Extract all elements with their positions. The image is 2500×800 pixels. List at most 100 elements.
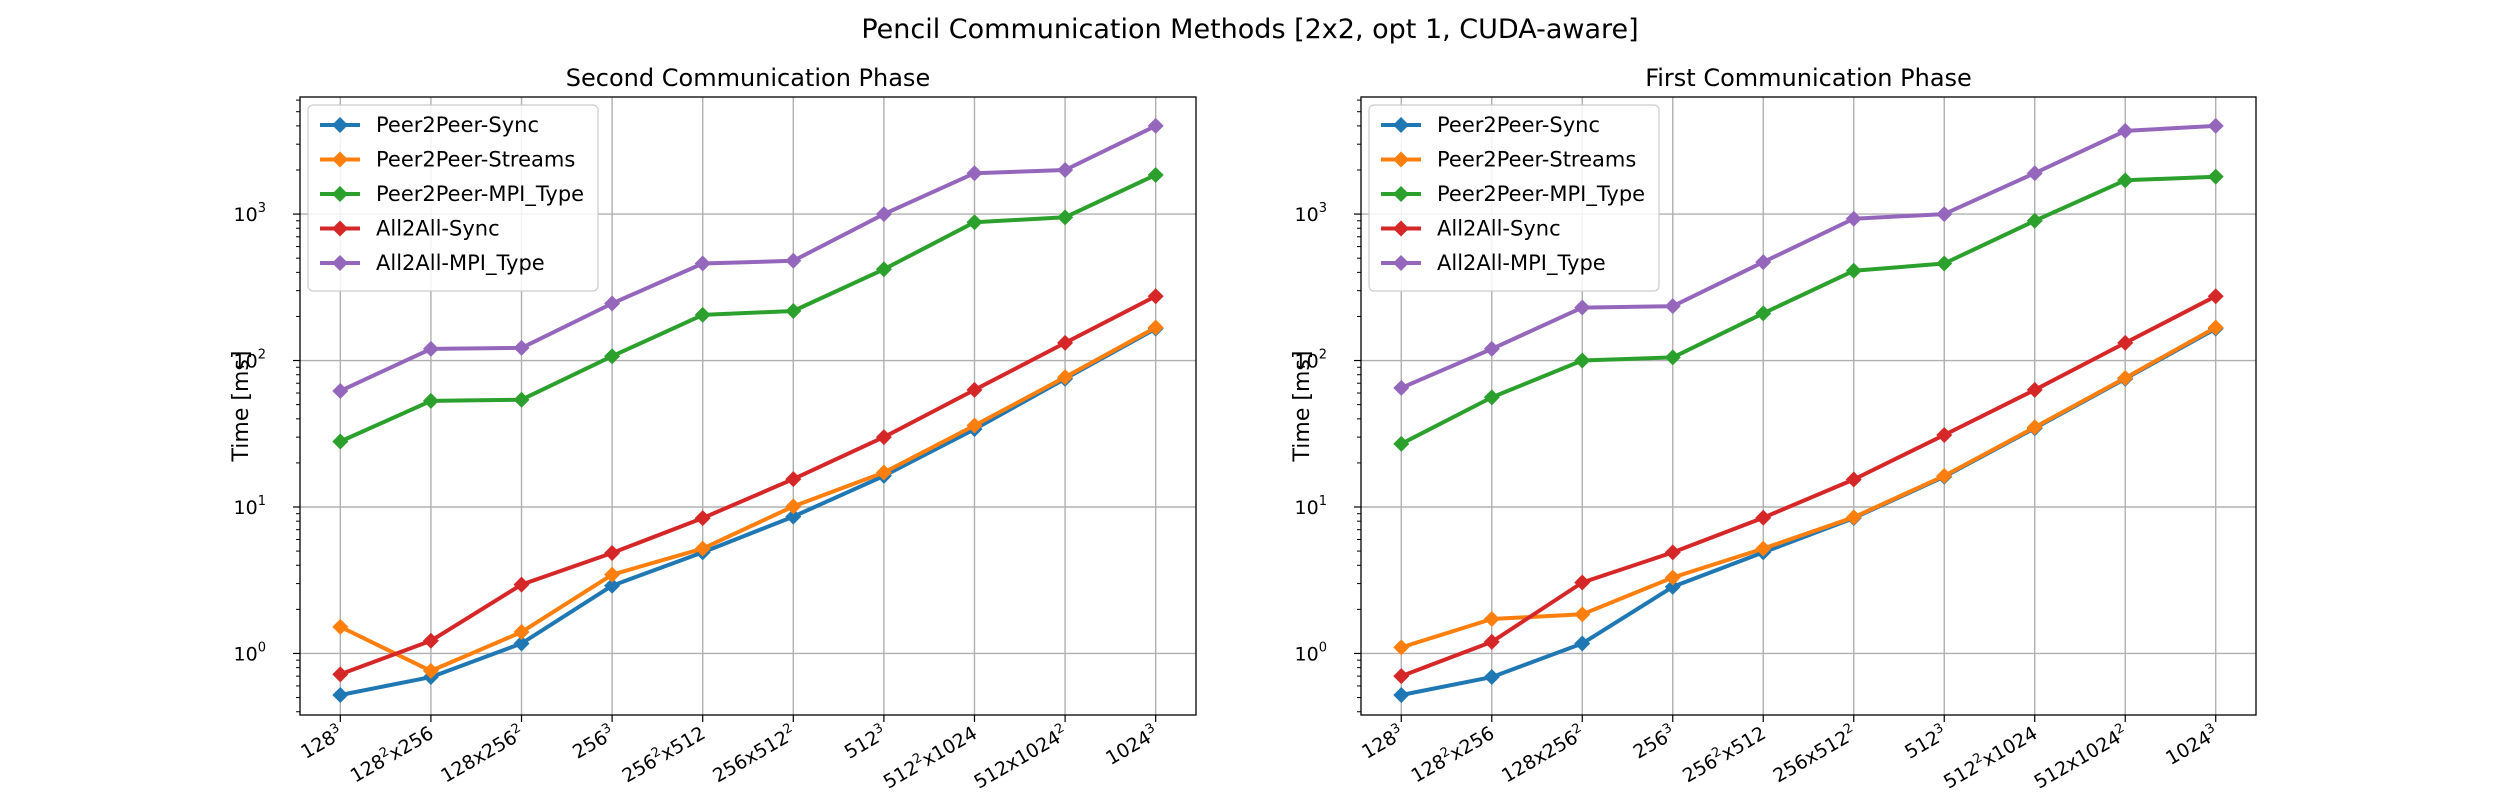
y-tick-label: 103 xyxy=(234,201,266,226)
x-tick-label: 5123 xyxy=(840,721,891,764)
series-line xyxy=(339,294,1157,677)
data-point xyxy=(785,471,802,488)
y-tick-label: 102 xyxy=(1295,348,1327,373)
data-point xyxy=(785,252,802,269)
data-point xyxy=(1483,669,1500,686)
series-1 xyxy=(1393,320,2224,704)
legend-label: Peer2Peer-Sync xyxy=(376,113,539,137)
x-tick-label: 128x2562 xyxy=(1497,721,1589,788)
legend-marker xyxy=(1393,220,1409,237)
data-point xyxy=(2026,419,2043,436)
data-point xyxy=(513,635,530,652)
y-tick-label: 100 xyxy=(1295,640,1327,665)
series-line xyxy=(1400,294,2217,678)
data-point xyxy=(513,624,530,641)
legend-marker xyxy=(332,220,348,237)
series-3 xyxy=(1393,168,2224,452)
legend-label: Peer2Peer-MPI_Type xyxy=(1437,182,1645,207)
data-point xyxy=(1845,509,1862,526)
data-point xyxy=(966,417,983,434)
data-point xyxy=(694,306,711,323)
data-point xyxy=(1393,379,1410,396)
data-point xyxy=(332,666,349,683)
x-tick-label: 5122x1024 xyxy=(1939,721,2041,794)
data-point xyxy=(513,391,530,408)
data-point xyxy=(1574,635,1591,652)
chart-title: First Communication Phase xyxy=(1645,64,1972,92)
data-point xyxy=(1393,668,1410,685)
legend-label: Peer2Peer-Streams xyxy=(1437,148,1636,172)
data-point xyxy=(332,382,349,399)
data-point xyxy=(785,508,802,525)
series-line xyxy=(339,326,1157,697)
x-tick-label: 5122x1024 xyxy=(879,721,981,794)
data-point xyxy=(1483,389,1500,406)
legend: Peer2Peer-Sync Peer2Peer-Streams Peer2Peer… xyxy=(307,104,599,292)
x-tick-label: 10243 xyxy=(1101,721,1162,770)
series-5 xyxy=(1393,117,2224,396)
data-point xyxy=(1574,299,1591,316)
data-point xyxy=(966,381,983,398)
data-point xyxy=(1664,544,1681,561)
x-tick-label: 256x5122 xyxy=(708,721,800,788)
data-point xyxy=(422,662,439,679)
plot-frame xyxy=(1360,96,2257,716)
data-point xyxy=(422,340,439,357)
y-tick-label: 102 xyxy=(234,348,266,373)
legend-marker xyxy=(332,255,348,271)
legend-box xyxy=(307,104,599,292)
data-point xyxy=(1483,633,1500,650)
legend-label: All2All-MPI_Type xyxy=(376,251,545,276)
x-tick-label: 1283 xyxy=(1357,721,1408,764)
data-point xyxy=(422,392,439,409)
legend-label: All2All-Sync xyxy=(376,217,500,241)
data-point xyxy=(1483,340,1500,357)
x-tick-label: 1282x256 xyxy=(1407,721,1499,788)
data-point xyxy=(1936,255,1953,272)
data-point xyxy=(604,348,621,365)
data-point xyxy=(2207,117,2224,134)
data-point xyxy=(513,576,530,593)
data-point xyxy=(1755,254,1772,271)
data-point xyxy=(332,687,349,704)
legend-marker xyxy=(1393,117,1409,133)
series-line xyxy=(339,124,1157,393)
data-point xyxy=(1845,471,1862,488)
data-point xyxy=(875,261,892,278)
data-point xyxy=(1147,117,1164,134)
data-point xyxy=(694,540,711,557)
data-point xyxy=(332,618,349,635)
data-point xyxy=(422,632,439,649)
x-tick-label: 10243 xyxy=(2161,721,2222,770)
data-point xyxy=(1936,206,1953,223)
data-point xyxy=(1664,569,1681,586)
x-tick-label: 2563 xyxy=(1629,721,1680,764)
x-tick-label: 512x10242 xyxy=(2030,721,2132,794)
data-point xyxy=(875,464,892,481)
series-line xyxy=(1400,174,2216,446)
data-point xyxy=(1845,262,1862,279)
data-point xyxy=(1664,578,1681,595)
data-point xyxy=(513,339,530,356)
y-tick-label: 103 xyxy=(1295,201,1327,226)
legend-label: Peer2Peer-Streams xyxy=(376,148,575,172)
legend-marker xyxy=(332,117,348,133)
data-point xyxy=(1755,540,1772,557)
data-point xyxy=(966,214,983,231)
data-point xyxy=(2117,334,2134,351)
data-point xyxy=(2026,165,2043,182)
data-point xyxy=(2026,212,2043,229)
series-line xyxy=(1400,123,2216,390)
data-point xyxy=(1147,166,1164,183)
data-point xyxy=(1147,288,1164,305)
data-point xyxy=(2207,288,2224,305)
data-point xyxy=(1057,334,1074,351)
data-point xyxy=(1147,319,1164,336)
data-point xyxy=(785,302,802,319)
series-line xyxy=(339,173,1157,444)
chart-title: Second Communication Phase xyxy=(566,64,930,92)
data-point xyxy=(2207,319,2224,336)
x-tick-label: 128x2562 xyxy=(436,721,528,788)
data-point xyxy=(694,255,711,272)
data-point xyxy=(1393,435,1410,452)
